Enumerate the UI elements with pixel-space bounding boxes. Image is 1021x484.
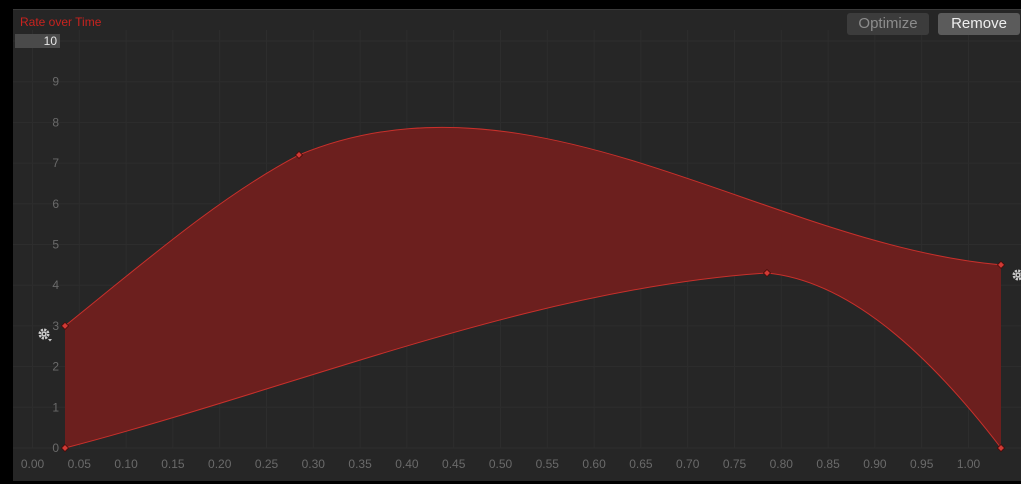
x-tick-label: 0.00 — [21, 457, 45, 471]
y-tick-label: 7 — [52, 156, 59, 170]
curve-key-point[interactable] — [60, 443, 70, 453]
x-tick-label: 0.65 — [629, 457, 653, 471]
x-tick-label: 1.00 — [957, 457, 981, 471]
optimize-button[interactable]: Optimize — [847, 13, 929, 35]
x-tick-label: 0.60 — [582, 457, 606, 471]
x-tick-label: 0.35 — [348, 457, 372, 471]
x-tick-label: 0.40 — [395, 457, 419, 471]
x-tick-label: 0.25 — [255, 457, 279, 471]
y-max-field[interactable]: 10 — [15, 34, 60, 48]
curve-key-point[interactable] — [996, 443, 1006, 453]
curve-key-point[interactable] — [60, 321, 70, 330]
x-tick-label: 0.55 — [536, 457, 560, 471]
x-tick-label: 0.30 — [302, 457, 326, 471]
curve-key-point[interactable] — [762, 268, 772, 278]
curve-key-point[interactable] — [294, 150, 304, 160]
y-tick-label: 8 — [52, 115, 59, 129]
curve-plot[interactable]: 0.00 0.05 0.10 0.15 0.20 0.25 0.30 0.35 0.40 0.45… — [13, 10, 1021, 481]
x-tick-label: 0.10 — [114, 457, 138, 471]
curve-title: Rate over Time — [20, 15, 102, 29]
y-tick-label: 3 — [52, 319, 59, 333]
x-tick-label: 0.20 — [208, 457, 232, 471]
y-tick-label: 6 — [52, 197, 59, 211]
gear-icon[interactable] — [37, 327, 53, 343]
y-tick-label: 4 — [52, 278, 59, 292]
gear-icon[interactable] — [1011, 268, 1021, 284]
curve-range-fill — [65, 127, 1001, 449]
y-tick-label: 5 — [52, 238, 59, 252]
curve-editor[interactable]: 0.00 0.05 0.10 0.15 0.20 0.25 0.30 0.35 0.40 0.45… — [13, 9, 1021, 481]
x-tick-label: 0.95 — [910, 457, 934, 471]
y-tick-label: 0 — [52, 441, 59, 455]
x-tick-label: 0.85 — [816, 457, 840, 471]
y-tick-label: 1 — [52, 400, 59, 414]
y-tick-label: 2 — [52, 360, 59, 374]
x-tick-label: 0.90 — [863, 457, 887, 471]
remove-button[interactable]: Remove — [938, 13, 1020, 35]
curve-key-point[interactable] — [996, 260, 1006, 269]
x-tick-label: 0.15 — [161, 457, 185, 471]
x-tick-label: 0.70 — [676, 457, 700, 471]
x-tick-label: 0.50 — [489, 457, 513, 471]
x-tick-label: 0.80 — [770, 457, 794, 471]
x-tick-label: 0.75 — [723, 457, 747, 471]
max-curve-line — [64, 126, 1002, 327]
min-curve-line — [64, 272, 1002, 449]
x-tick-label: 0.05 — [68, 457, 92, 471]
y-tick-label: 9 — [52, 75, 59, 89]
x-tick-label: 0.45 — [442, 457, 466, 471]
